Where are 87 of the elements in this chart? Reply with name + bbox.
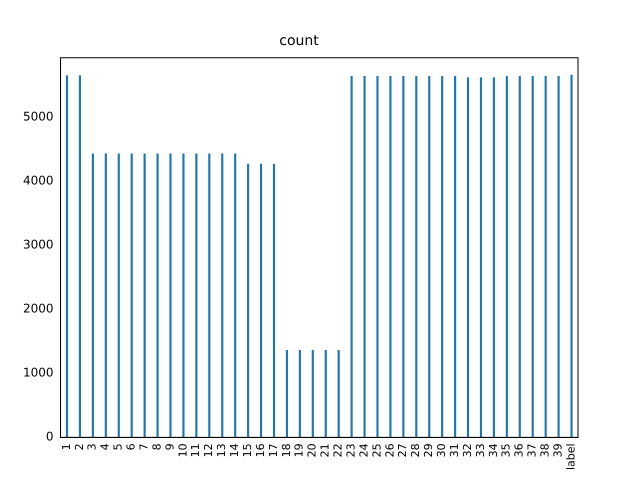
- x-tick-label: 25: [370, 443, 384, 458]
- x-tick-label: 34: [486, 443, 500, 458]
- x-tick-label: 36: [512, 443, 526, 458]
- x-tick-label: 24: [357, 443, 370, 458]
- x-tick-label: 28: [409, 443, 422, 458]
- x-tick-label: 39: [551, 443, 564, 458]
- bar: [350, 76, 353, 438]
- x-tick-label: 23: [344, 443, 358, 458]
- x-tick-label: 33: [474, 443, 487, 458]
- bar: [298, 350, 301, 438]
- bar: [518, 76, 521, 438]
- x-tick-label: 5: [112, 443, 125, 450]
- x-tick-label: 37: [526, 443, 539, 458]
- x-tick-label: 6: [124, 443, 138, 450]
- bar: [182, 153, 185, 438]
- bar: [558, 76, 560, 438]
- bar: [92, 153, 94, 438]
- x-tick-label: 12: [202, 443, 216, 458]
- x-tick-label: 15: [240, 443, 254, 458]
- x-tick-label: 4: [98, 443, 112, 450]
- bar: [104, 153, 107, 438]
- bar: [66, 75, 68, 438]
- x-tick-label: 8: [150, 443, 164, 450]
- x-tick-label: 29: [422, 443, 436, 458]
- x-tick-label: 26: [383, 443, 396, 458]
- bar: [480, 77, 482, 438]
- chart-title: count: [279, 33, 320, 50]
- x-tick-label: 38: [538, 443, 552, 458]
- x-tick-label: 21: [318, 443, 332, 458]
- x-tick-label: 30: [435, 443, 448, 458]
- bar: [532, 76, 534, 438]
- bar: [415, 76, 418, 438]
- bar: [260, 164, 262, 438]
- x-tick-label: 9: [163, 443, 176, 450]
- bar: [144, 153, 146, 438]
- x-tick-label: 14: [228, 443, 242, 458]
- bar: [247, 164, 250, 438]
- bar: [506, 76, 508, 438]
- bar: [286, 350, 288, 438]
- x-tick-label: 17: [266, 443, 280, 458]
- x-tick-label: 3: [86, 443, 99, 450]
- bar: [118, 153, 120, 438]
- x-tick-label: 32: [460, 443, 474, 458]
- y-tick-label: 4000: [22, 173, 54, 188]
- x-tick-label: 11: [189, 443, 202, 458]
- x-tick-label: 2: [72, 443, 86, 450]
- bar: [363, 76, 366, 438]
- bar: [466, 77, 470, 438]
- x-tick-label: 31: [448, 443, 461, 458]
- bar: [234, 153, 236, 438]
- x-tick-label: 35: [500, 443, 513, 458]
- bar: [570, 74, 573, 438]
- x-tick-label: 20: [306, 443, 319, 458]
- x-tick-label: 18: [280, 443, 293, 458]
- x-tick-label: 13: [215, 443, 228, 458]
- bar: [272, 164, 276, 438]
- bar: [312, 350, 314, 438]
- bar: [130, 153, 133, 438]
- bar: [324, 350, 327, 438]
- x-tick-label: 16: [254, 443, 267, 458]
- bar: [441, 76, 444, 438]
- x-tick-label: 10: [176, 443, 190, 458]
- bar: [454, 76, 456, 438]
- bar: [338, 350, 340, 438]
- x-tick-label: 27: [396, 443, 410, 458]
- x-tick-label: label: [564, 443, 578, 470]
- x-tick-label: 7: [137, 443, 150, 450]
- y-tick-label: 5000: [22, 109, 54, 124]
- y-tick-label: 0: [46, 430, 54, 444]
- bar: [221, 153, 224, 438]
- bar: [544, 76, 547, 438]
- y-tick-label: 3000: [22, 237, 54, 252]
- y-tick-label: 1000: [22, 366, 54, 380]
- bar: [169, 153, 172, 438]
- bar: [389, 76, 392, 438]
- y-tick-label: 2000: [22, 301, 54, 316]
- x-tick-label: 19: [292, 443, 306, 458]
- bar: [195, 153, 198, 438]
- bar: [428, 76, 430, 438]
- x-tick-label: 22: [332, 443, 345, 458]
- bar: [376, 76, 379, 438]
- bar: [402, 76, 404, 438]
- bar: [156, 153, 159, 438]
- bar: [492, 77, 495, 438]
- x-tick-label: 1: [60, 443, 73, 450]
- bar: [78, 75, 82, 438]
- bar: [208, 153, 210, 438]
